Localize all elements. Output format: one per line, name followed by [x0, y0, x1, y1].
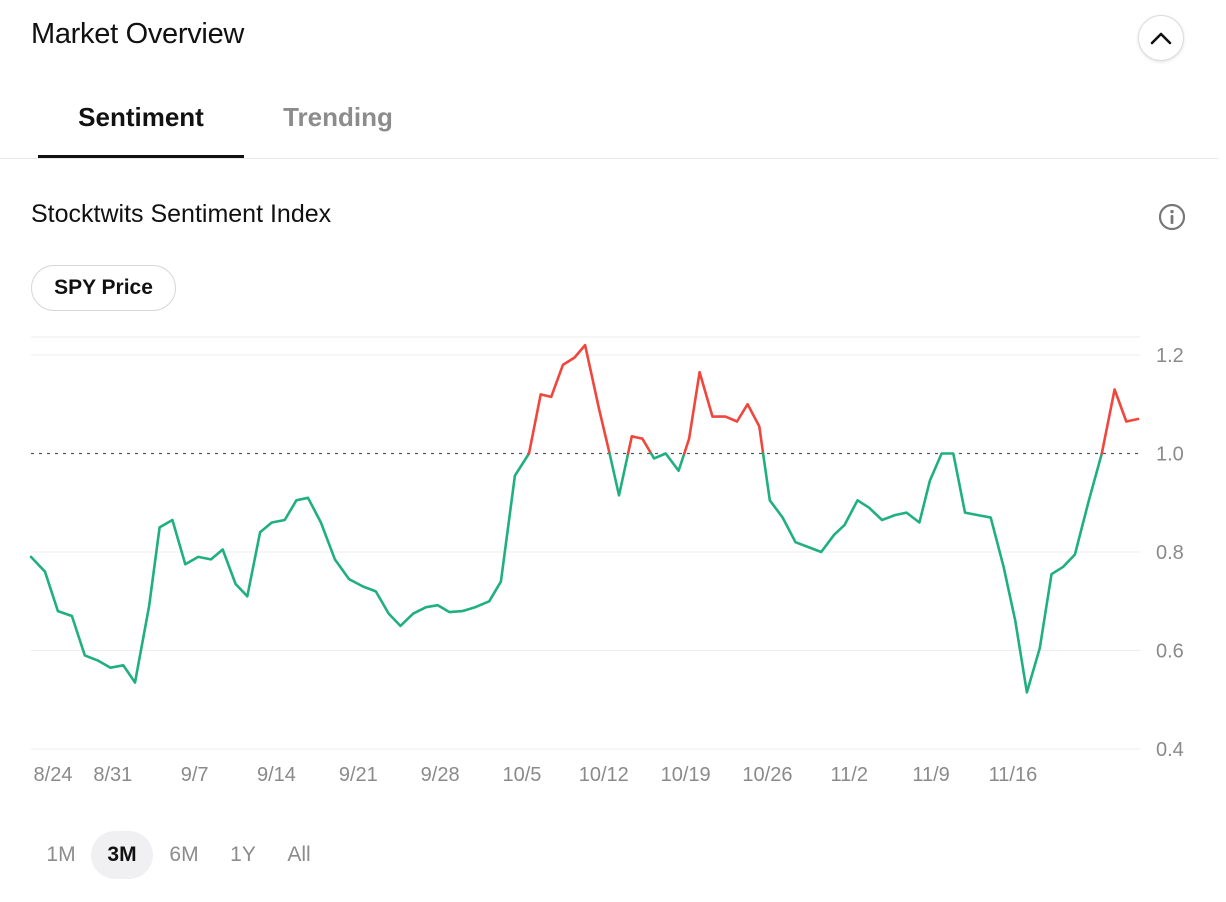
sentiment-line-above [1100, 388, 1140, 455]
range-6m-button[interactable]: 6M [169, 843, 199, 866]
y-tick-label: 1.0 [1156, 444, 1184, 466]
sentiment-line-below [761, 452, 1104, 694]
x-tick-label: 11/16 [989, 764, 1038, 786]
sentiment-line-below [649, 452, 686, 472]
sentiment-chart: 1.2 1.0 0.8 0.6 0.4 8/24 8/31 9/7 9/14 9/21 9/28 1… [29, 336, 1184, 786]
sentiment-line-above [527, 343, 611, 455]
page-title: Market Overview [31, 18, 245, 50]
sentiment-line-below [29, 452, 531, 684]
x-tick-label: 8/24 [34, 764, 73, 786]
tab-sentiment[interactable]: Sentiment [38, 96, 244, 158]
x-tick-label: 11/2 [831, 764, 868, 786]
tab-divider [0, 158, 1218, 159]
y-tick-label: 0.8 [1156, 542, 1184, 564]
y-tick-label: 1.2 [1156, 345, 1184, 367]
x-tick-label: 8/31 [93, 764, 132, 786]
x-tick-label: 10/5 [502, 764, 541, 786]
range-1m-button[interactable]: 1M [46, 843, 76, 866]
x-tick-label: 9/7 [181, 764, 209, 786]
info-icon[interactable] [1158, 203, 1186, 231]
x-tick-label: 9/28 [421, 764, 460, 786]
sentiment-line-above [626, 435, 653, 455]
x-tick-label: 10/26 [742, 764, 792, 786]
x-tick-label: 10/19 [661, 764, 711, 786]
chevron-up-icon [1150, 32, 1172, 45]
chart-x-axis: 8/24 8/31 9/7 9/14 9/21 9/28 10/5 10/12 10/19 10/… [34, 764, 1038, 786]
chart-title: Stocktwits Sentiment Index [31, 200, 332, 228]
chart-gridlines [31, 336, 1140, 750]
collapse-button[interactable] [1138, 15, 1184, 61]
x-tick-label: 11/9 [912, 764, 949, 786]
chart-series [29, 343, 1140, 694]
range-all-button[interactable]: All [287, 843, 311, 866]
chart-y-axis: 1.2 1.0 0.8 0.6 0.4 [1156, 345, 1184, 761]
tab-bar: Sentiment Trending [38, 96, 1218, 159]
spy-price-toggle[interactable]: SPY Price [31, 265, 176, 311]
x-tick-label: 9/14 [257, 764, 296, 786]
x-tick-label: 10/12 [579, 764, 629, 786]
x-tick-label: 9/21 [339, 764, 378, 786]
y-tick-label: 0.4 [1156, 739, 1184, 761]
range-1y-button[interactable]: 1Y [230, 843, 256, 866]
tab-trending[interactable]: Trending [283, 102, 393, 132]
sentiment-line-below [608, 452, 630, 497]
sentiment-line-above [682, 370, 765, 455]
range-3m-button[interactable]: 3M [91, 831, 153, 879]
y-tick-label: 0.6 [1156, 641, 1184, 663]
